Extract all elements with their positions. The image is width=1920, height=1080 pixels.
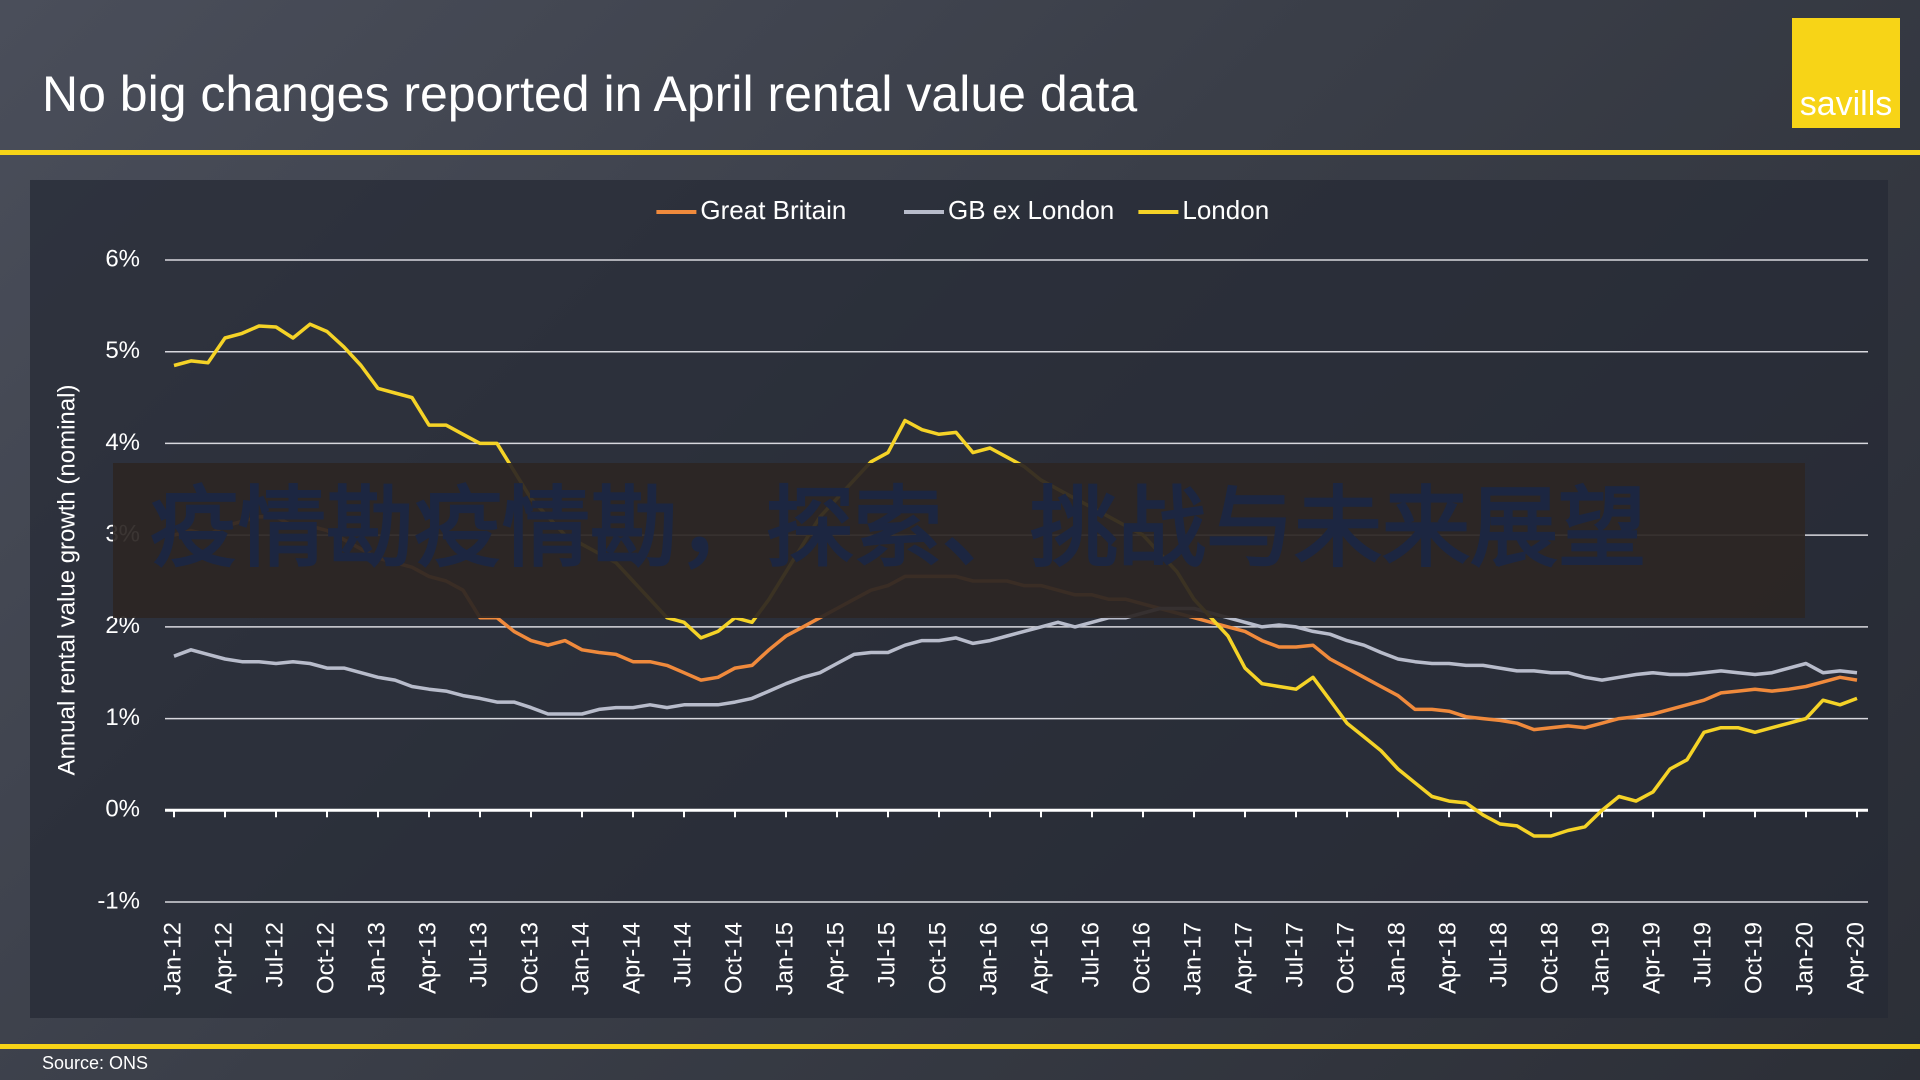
y-tick-label: -1% [97, 887, 140, 914]
source: Source: ONS [42, 1053, 148, 1073]
legend-label: Great Britain [700, 195, 846, 225]
overlay-text: 疫情勘疫情勘，探索、挑战与未来展望 [150, 478, 1646, 577]
y-tick-label: 6% [105, 245, 140, 272]
x-tick-label: Jul-16 [1077, 922, 1104, 987]
x-tick-label: Oct-12 [312, 922, 339, 994]
x-tick-label: Jan-16 [975, 922, 1002, 995]
x-tick-label: Jul-15 [873, 922, 900, 987]
y-tick-label: 0% [105, 796, 140, 823]
x-tick-label: Jan-15 [771, 922, 798, 995]
x-tick-label: Apr-15 [822, 922, 849, 994]
x-tick-label: Apr-19 [1638, 922, 1665, 994]
y-tick-label: 5% [105, 337, 140, 364]
x-tick-label: Apr-20 [1842, 922, 1869, 994]
x-tick-label: Apr-14 [618, 922, 645, 994]
x-tick-label: Oct-13 [516, 922, 543, 994]
x-tick-label: Apr-16 [1026, 922, 1053, 994]
x-tick-label: Jul-19 [1689, 922, 1716, 987]
x-tick-label: Jul-17 [1281, 922, 1308, 987]
x-tick-label: Oct-16 [1128, 922, 1155, 994]
plot: -1%0%1%2%3%4%5%6%Jan-12Apr-12Jul-12Oct-1… [97, 195, 1869, 996]
legend-label: GB ex London [948, 195, 1114, 225]
chart-title: No big changes reported in April rental … [42, 66, 1137, 122]
x-tick-label: Jan-17 [1179, 922, 1206, 995]
overlay-banner [113, 463, 1805, 618]
x-tick-label: Oct-18 [1536, 922, 1563, 994]
x-tick-label: Jan-18 [1383, 922, 1410, 995]
y-tick-label: 1% [105, 704, 140, 731]
x-tick-label: Jul-13 [465, 922, 492, 987]
x-tick-label: Jan-13 [363, 922, 390, 995]
x-tick-label: Oct-14 [720, 922, 747, 994]
legend-label: London [1182, 195, 1269, 225]
x-tick-label: Apr-12 [210, 922, 237, 994]
footer-rule [0, 1044, 1920, 1049]
x-tick-label: Jan-20 [1791, 922, 1818, 995]
series-line [173, 322, 1858, 838]
x-tick-label: Jul-12 [261, 922, 288, 987]
x-tick-label: Oct-19 [1740, 922, 1767, 994]
x-tick-label: Apr-13 [414, 922, 441, 994]
x-tick-label: Jul-14 [669, 922, 696, 987]
x-tick-label: Jan-12 [159, 922, 186, 995]
header-rule [0, 150, 1920, 155]
y-tick-label: 4% [105, 429, 140, 456]
x-tick-label: Oct-17 [1332, 922, 1359, 994]
x-tick-label: Jul-18 [1485, 922, 1512, 987]
y-axis-title: Annual rental value growth (nominal) [53, 385, 80, 776]
x-tick-label: Jan-19 [1587, 922, 1614, 995]
x-tick-label: Apr-17 [1230, 922, 1257, 994]
logo-box [1792, 18, 1900, 128]
logo-text: savills [1800, 85, 1893, 123]
x-tick-label: Oct-15 [924, 922, 951, 994]
series-line [173, 606, 1858, 716]
x-tick-label: Jan-14 [567, 922, 594, 995]
x-tick-label: Apr-18 [1434, 922, 1461, 994]
